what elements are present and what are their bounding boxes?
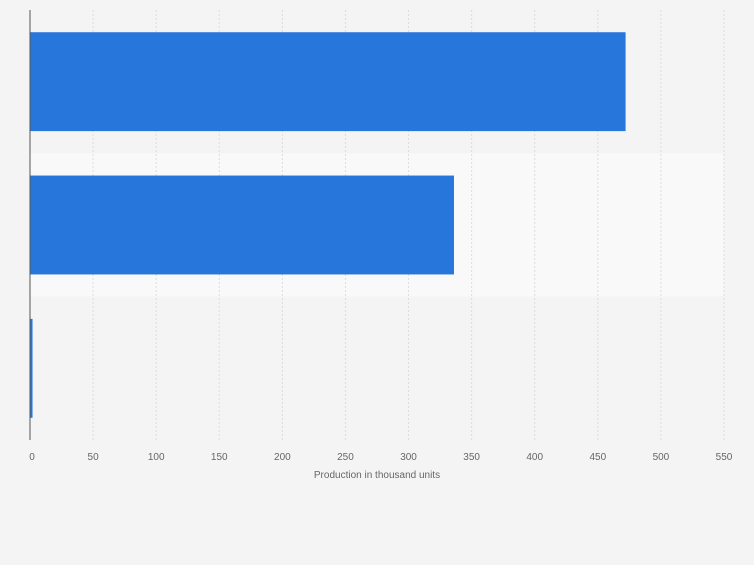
category-band [30,296,724,440]
bars [30,32,626,418]
bar[interactable] [30,32,626,132]
x-tick-label: 500 [653,452,670,463]
x-tick-label: 300 [400,452,417,463]
x-tick-label: 200 [274,452,291,463]
x-tick-label: 550 [716,452,733,463]
x-axis-label: Production in thousand units [314,470,440,481]
x-tick-label: 450 [589,452,606,463]
x-tick-label: 150 [211,452,228,463]
bar[interactable] [30,318,33,418]
x-tick-label: 250 [337,452,354,463]
x-tick-label: 0 [29,452,35,463]
bar[interactable] [30,175,454,275]
x-tick-label: 100 [148,452,165,463]
x-tick-label: 400 [526,452,543,463]
x-tick-label: 50 [88,452,100,463]
x-tick-label: 350 [463,452,480,463]
x-tick-labels: 0 50 100 150 200 250 300 350 400 450 500 550 [29,452,733,463]
